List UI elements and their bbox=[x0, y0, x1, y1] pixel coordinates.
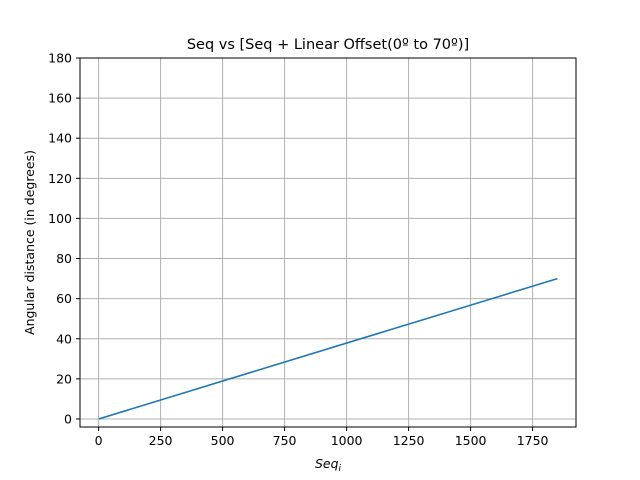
y-tick-label: 160 bbox=[48, 91, 72, 106]
y-tick-label: 80 bbox=[56, 251, 72, 266]
x-tick-label: 1750 bbox=[517, 433, 549, 448]
y-tick-label: 140 bbox=[48, 131, 72, 146]
plot-frame bbox=[79, 57, 577, 428]
y-tick-label: 40 bbox=[56, 331, 72, 346]
chart-title: Seq vs [Seq + Linear Offset(0º to 70º)] bbox=[187, 37, 469, 53]
y-axis-label: Angular distance (in degrees) bbox=[22, 150, 37, 335]
grid-lines bbox=[80, 57, 576, 427]
y-tick-label: 20 bbox=[56, 371, 72, 386]
x-tick-label: 1500 bbox=[455, 433, 487, 448]
y-tick-label: 60 bbox=[56, 291, 72, 306]
x-tick-label: 1000 bbox=[331, 433, 363, 448]
y-tick-label: 180 bbox=[48, 51, 72, 66]
y-tick-label: 100 bbox=[48, 211, 72, 226]
x-tick-label: 500 bbox=[211, 433, 235, 448]
x-tick-label: 1250 bbox=[393, 433, 425, 448]
axis-ticks: 0 250 500 750 1000 1250 1500 1750 0 20 40 60 80 100 12… bbox=[48, 51, 548, 449]
y-tick-label: 120 bbox=[48, 171, 72, 186]
x-axis-label-subscript: i bbox=[339, 464, 342, 474]
series-line bbox=[98, 277, 558, 420]
x-axis-label: Seqi bbox=[315, 456, 342, 474]
series-layer bbox=[98, 277, 558, 420]
x-tick-label: 750 bbox=[273, 433, 297, 448]
x-tick-label: 0 bbox=[95, 433, 103, 448]
x-axis-label-main: Seq bbox=[315, 456, 339, 471]
x-tick-label: 250 bbox=[149, 433, 173, 448]
y-tick-label: 0 bbox=[64, 411, 72, 426]
